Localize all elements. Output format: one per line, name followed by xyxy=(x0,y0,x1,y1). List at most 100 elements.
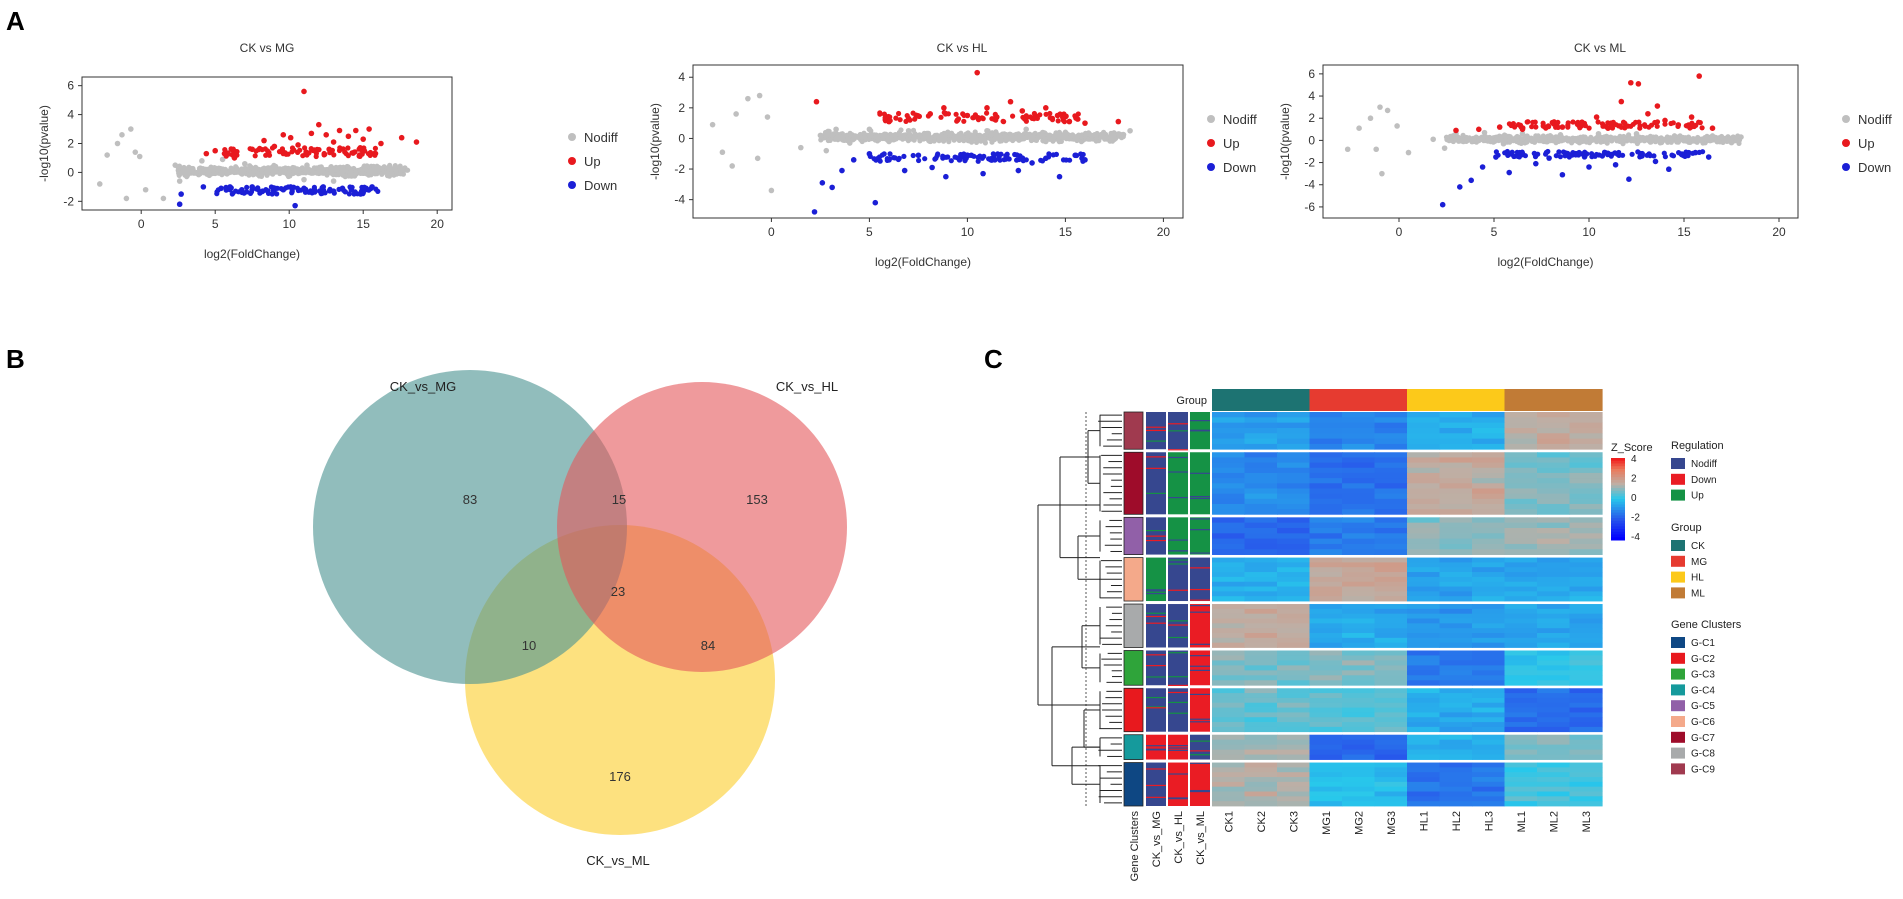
heatmap-cell xyxy=(1277,767,1311,773)
nodiff-point xyxy=(211,170,217,176)
regulation-stripe xyxy=(1190,497,1210,500)
heatmap-cell xyxy=(1407,493,1441,500)
heatmap-dendrogram xyxy=(1037,412,1122,806)
nodiff-point xyxy=(1614,136,1621,143)
nodiff-cloud xyxy=(1443,132,1743,147)
up-point xyxy=(961,118,967,124)
heatmap-cell xyxy=(1244,488,1278,495)
legend-title: Gene Clusters xyxy=(1671,619,1742,631)
nodiff-point xyxy=(1481,129,1488,136)
heatmap-cell xyxy=(1439,462,1473,469)
heatmap-cell xyxy=(1504,472,1538,479)
heatmap-cell xyxy=(1309,522,1343,529)
down-point xyxy=(1439,201,1446,208)
heatmap-cell xyxy=(1309,762,1343,768)
heatmap-cell xyxy=(1407,557,1441,563)
heatmap-cell xyxy=(1569,462,1603,469)
nodiff-point xyxy=(1604,137,1610,143)
down-point xyxy=(287,184,294,190)
heatmap-cell xyxy=(1439,422,1473,429)
regulation-stripe xyxy=(1168,559,1188,561)
up-point xyxy=(257,145,263,151)
heatmap: Group Gene Clusters CK_vs_MG CK_vs_HL CK_vs… xyxy=(1037,389,1742,881)
regulation-stripe xyxy=(1168,423,1188,425)
heatmap-cell xyxy=(1342,796,1376,802)
regulation-stripe xyxy=(1168,589,1188,591)
nodiff-point xyxy=(230,168,236,174)
nodiff-point xyxy=(798,144,804,151)
nodiff-point xyxy=(362,165,368,171)
down-point xyxy=(886,157,892,163)
heatmap-cell xyxy=(1472,767,1506,773)
heatmap-cell xyxy=(1537,642,1571,648)
heatmap-cell xyxy=(1472,707,1506,713)
heatmap-cell xyxy=(1439,680,1473,686)
heatmap-cell xyxy=(1439,483,1473,489)
heatmap-cell xyxy=(1342,567,1376,573)
heatmap-cell xyxy=(1277,697,1311,704)
heatmap-cell xyxy=(1439,734,1473,741)
up-point xyxy=(1570,119,1576,125)
nodiff-point xyxy=(893,135,899,141)
heatmap-cell xyxy=(1504,493,1538,500)
heatmap-cell xyxy=(1342,712,1376,718)
heatmap-cell xyxy=(1407,688,1441,694)
sample-column-label: CK2 xyxy=(1256,811,1268,832)
nodiff-point xyxy=(729,163,735,169)
down-point xyxy=(1589,151,1595,157)
heatmap-cell xyxy=(1212,533,1246,540)
heatmap-cell xyxy=(1472,633,1506,639)
nodiff-point xyxy=(1043,138,1049,145)
nodiff-point xyxy=(314,170,320,176)
heatmap-cell xyxy=(1504,567,1538,573)
heatmap-cell xyxy=(1244,462,1278,469)
regulation-stripe xyxy=(1190,718,1210,720)
heatmap-cell xyxy=(1212,754,1246,760)
group-bar-cell xyxy=(1439,389,1473,411)
heatmap-cell xyxy=(1439,493,1473,500)
heatmap-cell xyxy=(1439,498,1473,505)
down-point xyxy=(1553,153,1559,159)
heatmap-cell xyxy=(1569,572,1603,578)
legend-swatch xyxy=(1671,668,1685,680)
heatmap-cell xyxy=(1309,483,1343,489)
heatmap-cell xyxy=(1472,557,1506,563)
nodiff-point xyxy=(242,160,248,167)
heatmap-cell xyxy=(1244,498,1278,505)
up-point xyxy=(905,115,912,122)
down-point xyxy=(992,157,998,163)
up-point xyxy=(1593,114,1600,120)
heatmap-cell xyxy=(1537,650,1571,656)
heatmap-cell xyxy=(1212,503,1246,510)
regulation-annotation-cell xyxy=(1146,452,1166,515)
heatmap-cell xyxy=(1309,660,1343,666)
heatmap-cell xyxy=(1342,767,1376,773)
heatmap-cell xyxy=(1374,767,1408,773)
heatmap-cell xyxy=(1439,567,1473,573)
heatmap-cell xyxy=(1537,433,1571,440)
heatmap-cell xyxy=(1212,586,1246,592)
heatmap-cell xyxy=(1537,591,1571,597)
nodiff-point xyxy=(1557,132,1564,138)
heatmap-cell xyxy=(1407,608,1441,615)
plot-frame xyxy=(692,64,1184,219)
down-point xyxy=(223,184,229,190)
x-tick-label: 20 xyxy=(1772,225,1786,239)
heatmap-cell xyxy=(1277,722,1311,728)
heatmap-cell xyxy=(1244,801,1278,807)
heatmap-cell xyxy=(1374,462,1408,469)
heatmap-cell xyxy=(1504,557,1538,563)
up-point xyxy=(941,105,947,111)
heatmap-cell xyxy=(1569,562,1603,568)
legend-label: Up xyxy=(1858,136,1875,151)
nodiff-point xyxy=(1588,137,1594,143)
regulation-stripe xyxy=(1146,665,1166,667)
legend-title: Regulation xyxy=(1671,440,1724,452)
nodiff-point xyxy=(324,172,330,178)
nodiff-point xyxy=(1630,137,1637,143)
nodiff-point xyxy=(249,165,255,171)
heatmap-cell xyxy=(1374,543,1408,550)
heatmap-cell xyxy=(1244,452,1278,458)
heatmap-cell xyxy=(1504,665,1538,671)
down-point xyxy=(259,188,266,195)
